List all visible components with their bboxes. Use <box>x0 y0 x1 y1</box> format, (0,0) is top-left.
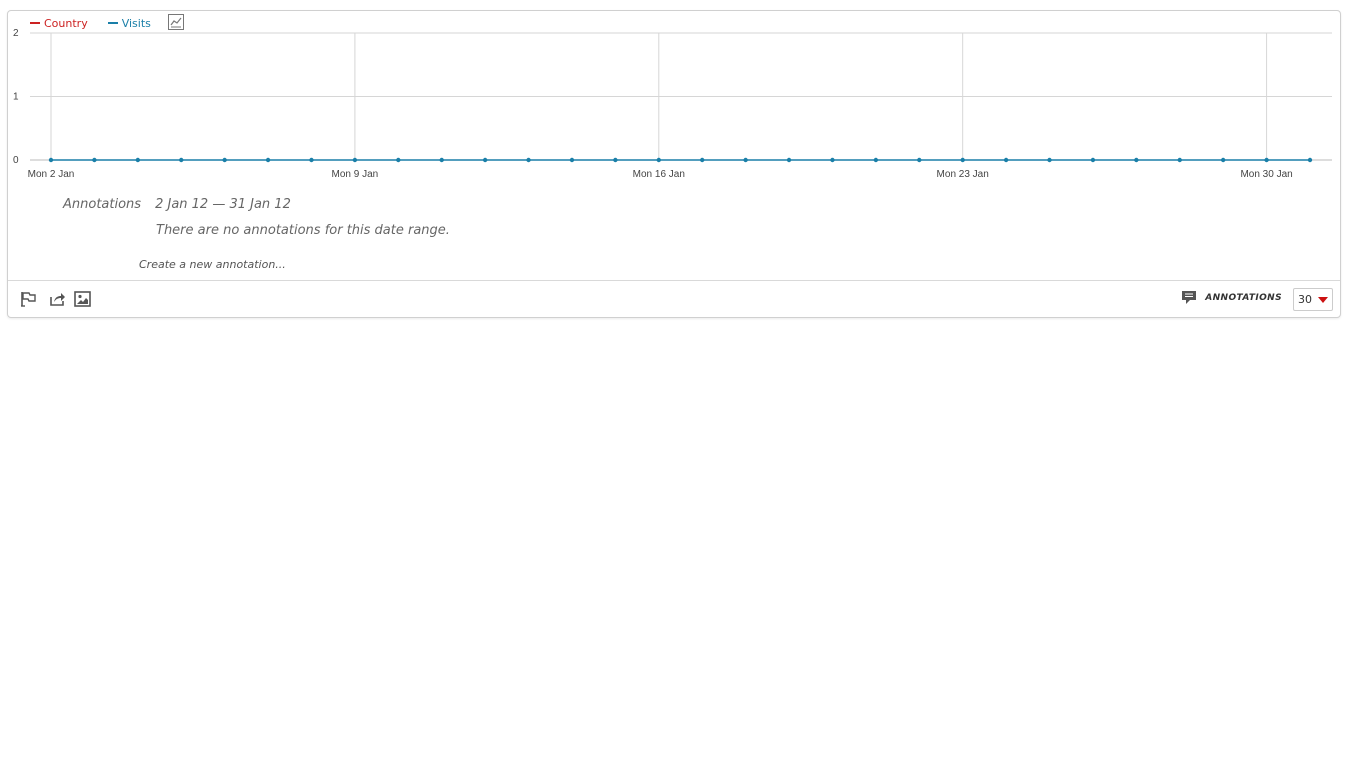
data-point <box>526 157 531 163</box>
annotations-date-range: 2 Jan 12 — 31 Jan 12 <box>155 197 291 212</box>
data-point <box>1134 157 1139 163</box>
data-point <box>1047 157 1052 163</box>
data-point <box>873 157 879 163</box>
x-tick-label: Mon 2 Jan <box>28 169 75 180</box>
line-chart-icon[interactable] <box>168 14 184 30</box>
data-point <box>960 157 965 163</box>
annotations-toggle[interactable]: ANNOTATIONS <box>1181 290 1282 305</box>
annotations-toggle-label: ANNOTATIONS <box>1205 292 1282 303</box>
x-tick-label: Mon 9 Jan <box>332 169 379 180</box>
chevron-down-icon <box>1318 297 1328 303</box>
data-point <box>352 157 358 163</box>
data-point <box>743 157 748 163</box>
comment-icon <box>1182 291 1197 304</box>
data-point <box>1090 157 1096 163</box>
legend-label-visits: Visits <box>121 16 151 30</box>
data-point <box>222 157 227 163</box>
data-point <box>830 157 835 163</box>
evolution-graph-widget: Country Visits 0 1 2 Mon 2 Jan Mon 9 Jan Mon … <box>7 10 1341 318</box>
data-point <box>1307 157 1313 163</box>
data-point <box>1220 157 1226 163</box>
data-point <box>439 157 444 163</box>
legend-item-visits[interactable]: Visits <box>107 16 151 30</box>
x-tick-label: Mon 23 Jan <box>937 169 989 180</box>
period-select[interactable]: 30 <box>1293 288 1333 311</box>
data-point <box>179 157 184 163</box>
create-annotation-link[interactable]: Create a new annotation... <box>139 258 286 271</box>
flag-icon[interactable] <box>20 291 37 307</box>
period-value: 30 <box>1298 293 1312 306</box>
legend-label-country: Country <box>44 16 88 30</box>
data-point <box>48 157 54 163</box>
data-point <box>569 157 575 163</box>
data-point <box>482 157 488 163</box>
data-point <box>265 157 271 163</box>
widget-footer: ANNOTATIONS 30 <box>8 280 1340 319</box>
data-point <box>396 157 401 163</box>
data-point <box>1003 157 1009 163</box>
legend-item-country[interactable]: Country <box>30 17 88 30</box>
export-icon[interactable] <box>49 291 66 307</box>
data-point <box>309 157 314 163</box>
data-point <box>656 157 661 163</box>
data-point <box>917 157 922 163</box>
data-point <box>135 157 141 163</box>
x-tick-label: Mon 16 Jan <box>633 169 685 180</box>
legend-swatch-visits <box>107 22 118 24</box>
data-point <box>613 157 618 163</box>
data-point <box>700 157 705 163</box>
data-point <box>786 157 792 163</box>
legend-swatch-country <box>30 22 40 24</box>
annotations-header: Annotations 2 Jan 12 — 31 Jan 12 <box>63 197 291 212</box>
image-icon[interactable] <box>74 291 91 307</box>
y-tick-label: 2 <box>13 28 19 39</box>
data-point <box>1264 157 1269 163</box>
data-point <box>92 157 97 163</box>
annotations-title: Annotations <box>63 197 142 212</box>
x-tick-label: Mon 30 Jan <box>1240 169 1292 180</box>
y-tick-label: 0 <box>13 155 19 166</box>
data-point <box>1177 157 1182 163</box>
visits-line-chart: 0 1 2 Mon 2 Jan Mon 9 Jan Mon 16 Jan Mon 23 Ja… <box>13 28 1332 180</box>
y-tick-label: 1 <box>13 92 19 103</box>
annotations-empty-message: There are no annotations for this date r… <box>156 223 450 238</box>
chart-legend: Country Visits <box>30 16 171 30</box>
